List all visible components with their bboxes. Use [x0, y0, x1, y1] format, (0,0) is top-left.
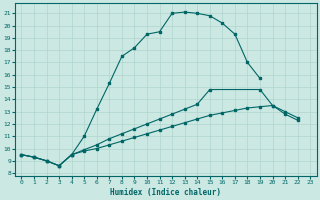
X-axis label: Humidex (Indice chaleur): Humidex (Indice chaleur) [110, 188, 221, 197]
